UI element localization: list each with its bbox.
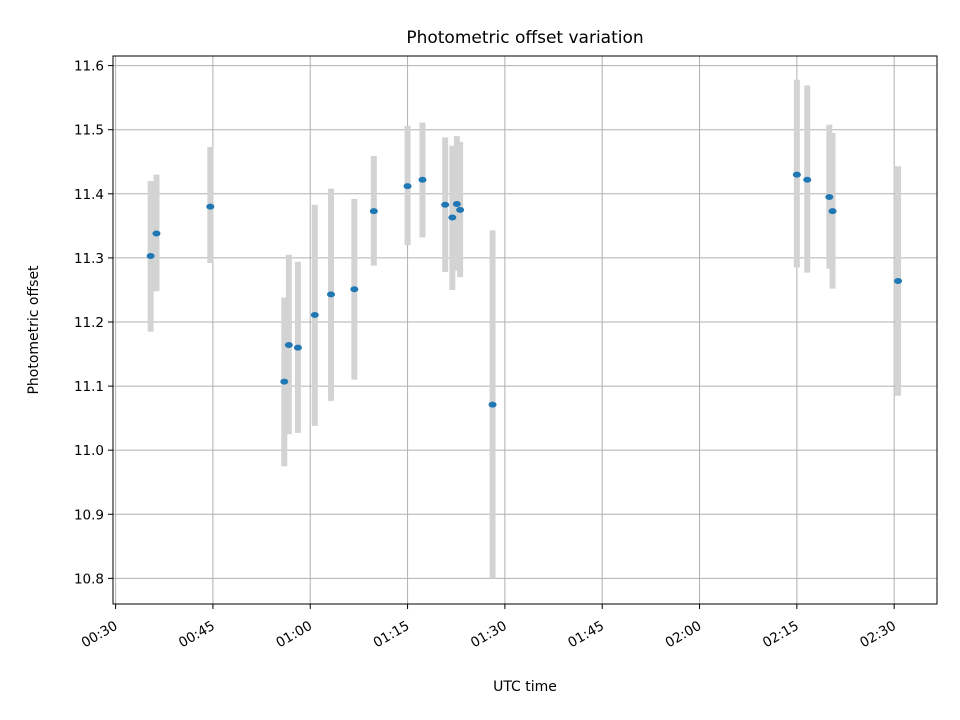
x-tick-label: 01:45 bbox=[565, 618, 607, 651]
data-point bbox=[418, 176, 427, 183]
data-point bbox=[284, 342, 293, 349]
y-tick-label: 11.4 bbox=[74, 187, 104, 203]
data-point bbox=[828, 208, 837, 215]
chart-title: Photometric offset variation bbox=[406, 28, 643, 48]
y-tick-label: 10.8 bbox=[74, 571, 104, 587]
data-point bbox=[452, 201, 461, 208]
x-tick-label: 00:45 bbox=[176, 618, 218, 651]
y-tick-label: 11.1 bbox=[74, 379, 104, 395]
data-point bbox=[327, 291, 336, 298]
y-axis-label: Photometric offset bbox=[26, 265, 42, 395]
data-points bbox=[146, 171, 903, 408]
y-tick-label: 11.3 bbox=[74, 251, 104, 267]
data-point bbox=[293, 344, 302, 351]
x-axis-label: UTC time bbox=[493, 679, 557, 695]
data-point bbox=[310, 311, 319, 318]
data-point bbox=[152, 230, 161, 237]
y-tick-label: 10.9 bbox=[74, 507, 104, 523]
data-point bbox=[456, 206, 465, 213]
x-tick-label: 02:15 bbox=[760, 618, 802, 651]
x-tick-label: 01:15 bbox=[371, 618, 413, 651]
data-point bbox=[894, 277, 903, 284]
data-point bbox=[369, 208, 378, 215]
y-tick-label: 11.6 bbox=[74, 59, 104, 75]
data-point bbox=[488, 401, 497, 408]
data-point bbox=[825, 194, 834, 201]
data-point bbox=[146, 252, 155, 259]
x-tick-label: 02:30 bbox=[857, 618, 899, 651]
data-point bbox=[792, 171, 801, 178]
y-tick-label: 11.5 bbox=[74, 123, 104, 139]
x-tick-label: 01:00 bbox=[273, 618, 315, 651]
error-bars bbox=[147, 79, 902, 579]
x-axis-ticks: 00:30 00:45 01:00 01:15 01:30 01:45 02:00 02:15… bbox=[79, 604, 899, 651]
grid-lines bbox=[113, 56, 937, 604]
data-point bbox=[803, 176, 812, 183]
data-point bbox=[350, 286, 359, 293]
data-point bbox=[448, 214, 457, 221]
data-point bbox=[206, 203, 215, 210]
data-point bbox=[441, 201, 450, 208]
y-tick-label: 11.0 bbox=[74, 443, 104, 459]
x-tick-label: 01:30 bbox=[468, 618, 510, 651]
y-axis-ticks: 10.8 10.9 11.0 11.1 11.2 11.3 11.4 11.5 11.6 bbox=[74, 59, 113, 587]
y-tick-label: 11.2 bbox=[74, 315, 104, 331]
data-point bbox=[403, 183, 412, 190]
plot-frame bbox=[112, 55, 938, 605]
x-tick-label: 02:00 bbox=[663, 618, 705, 651]
data-point bbox=[280, 378, 289, 385]
x-tick-label: 00:30 bbox=[79, 618, 121, 651]
